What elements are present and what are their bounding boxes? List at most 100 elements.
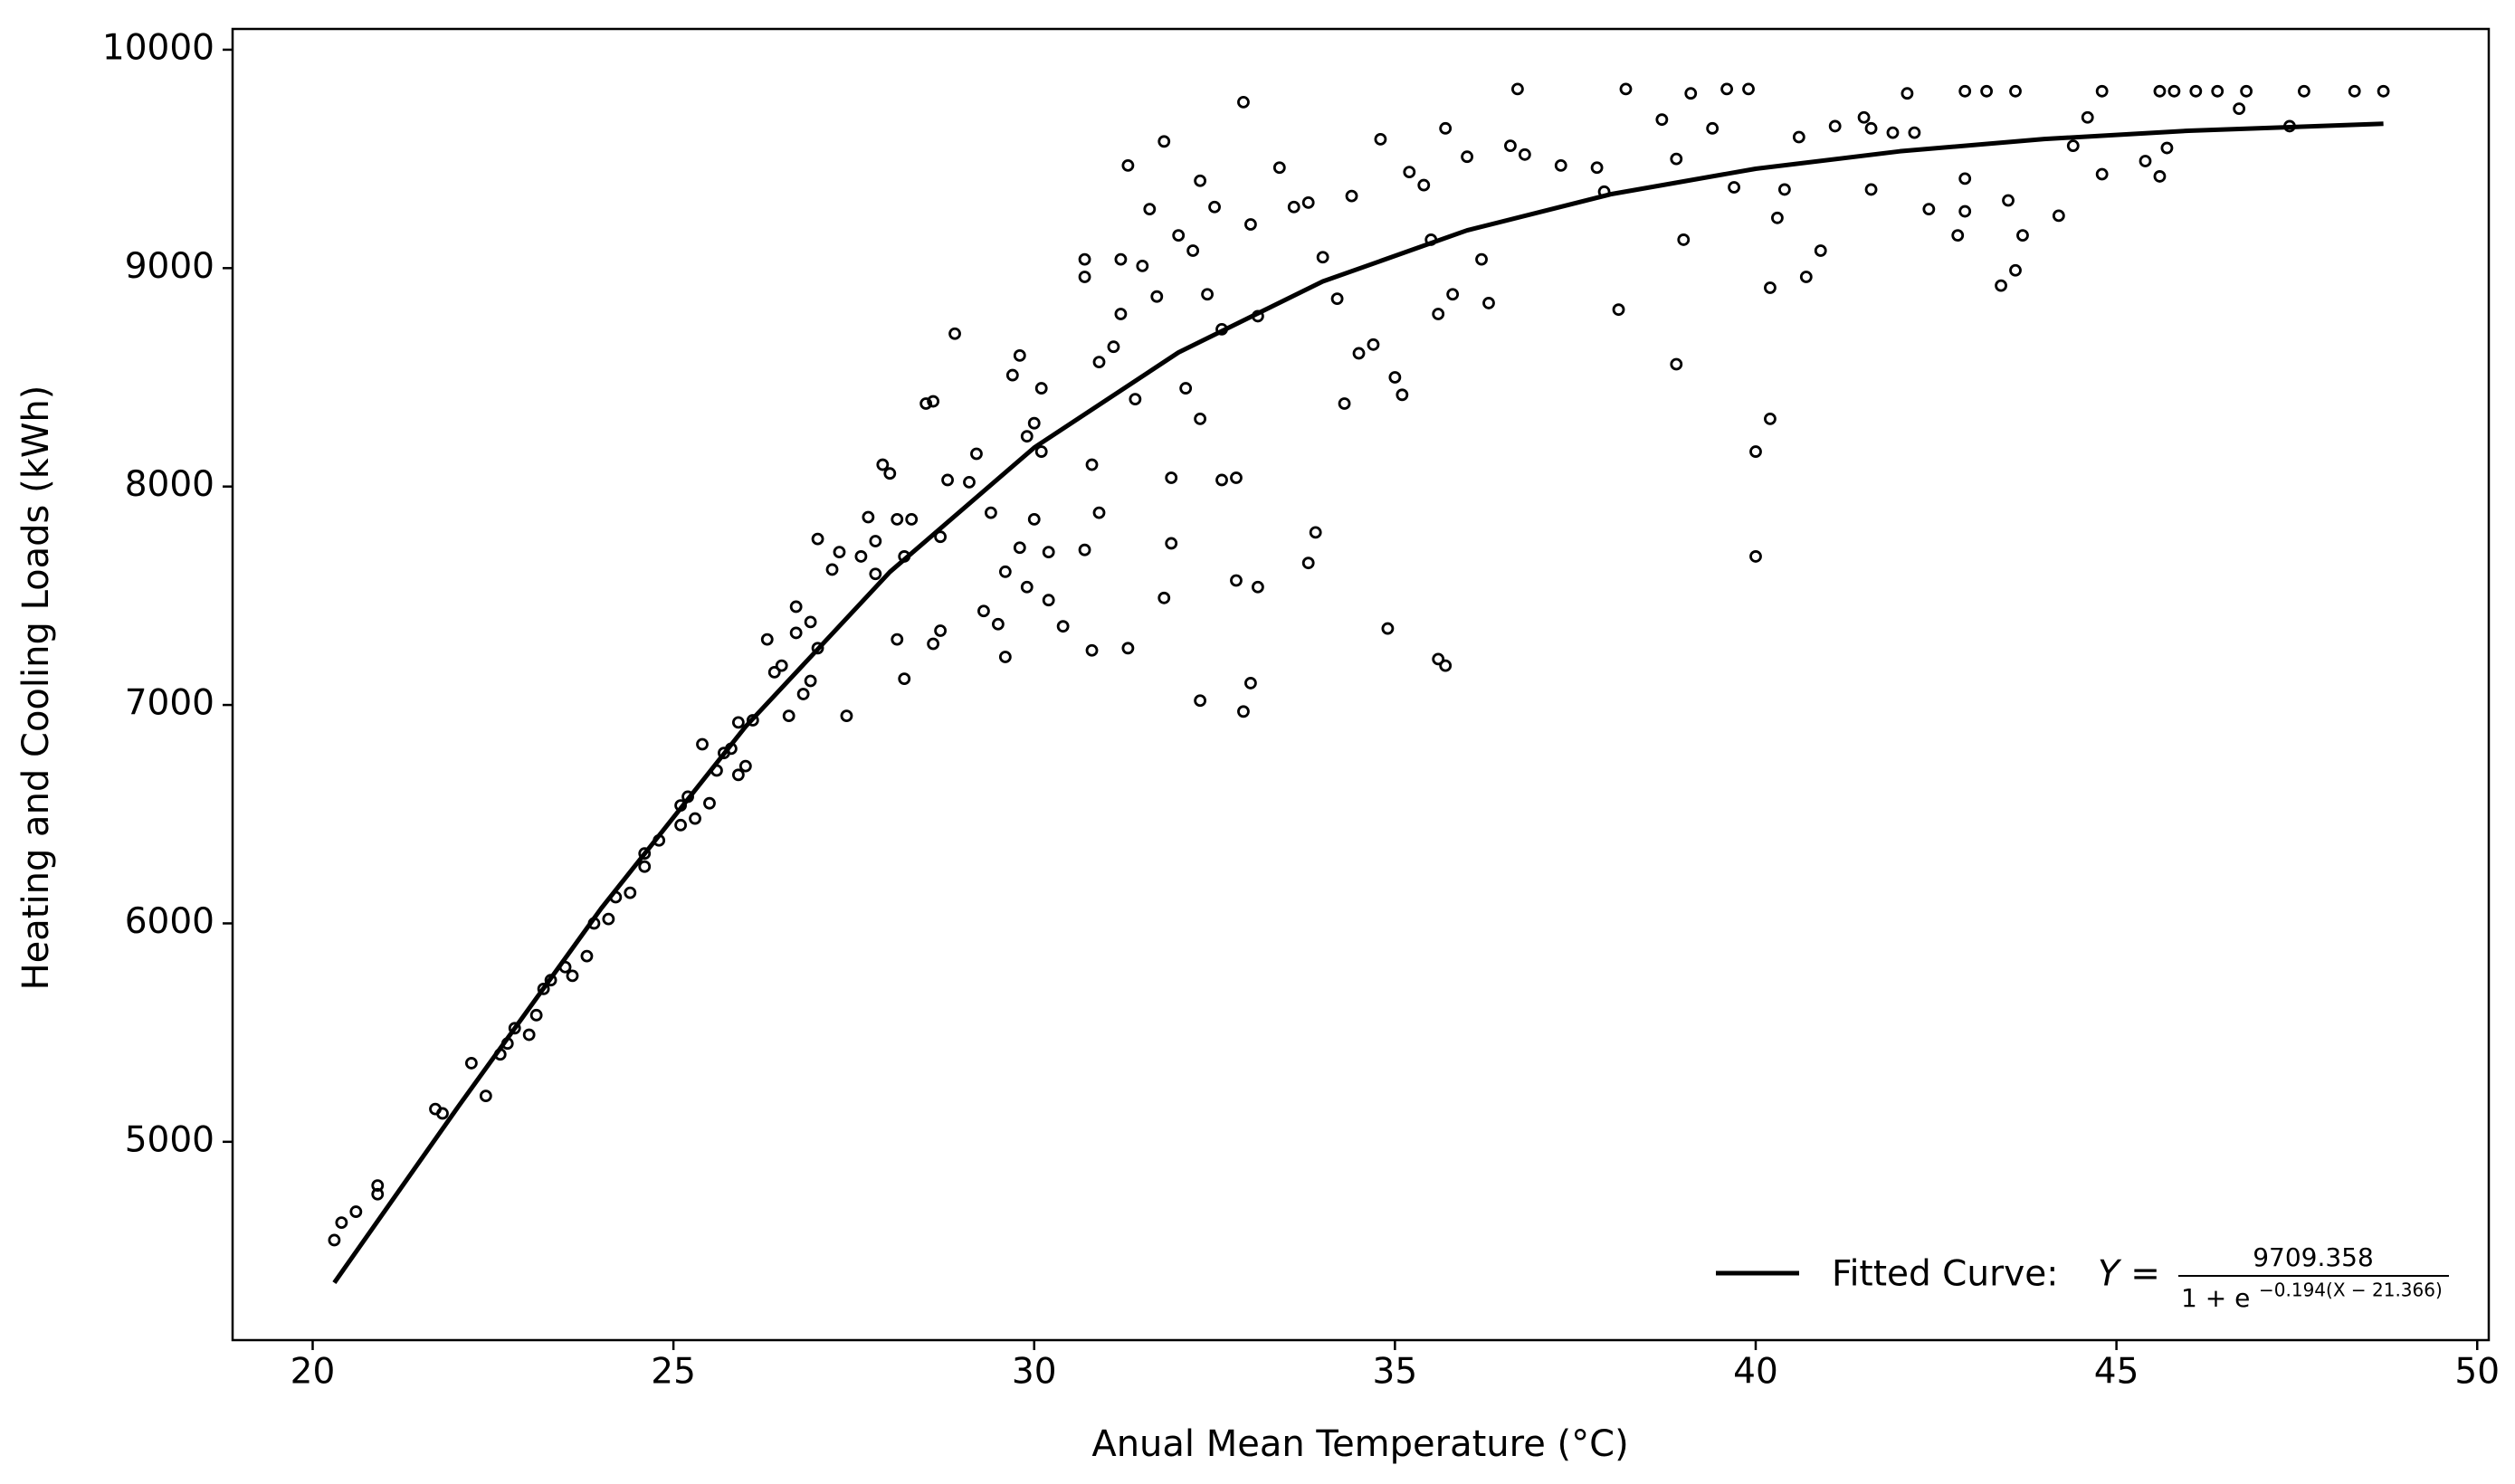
scatter-point [1301,556,1315,570]
scatter-point [529,1008,543,1022]
scatter-point [1857,110,1871,124]
scatter-point [1901,87,1914,100]
scatter-point [970,447,983,461]
scatter-point [2240,84,2253,98]
scatter-point [977,604,990,618]
scatter-point [738,759,752,773]
scatter-point [919,397,933,410]
y-tick-label: 9000 [125,246,214,287]
scatter-point [1092,356,1106,369]
scatter-point [1121,642,1135,655]
scatter-point [1165,537,1178,550]
x-tick-label: 50 [2454,1352,2500,1393]
scatter-point [804,615,817,629]
y-tick-label: 8000 [125,464,214,505]
scatter-point [1034,382,1048,395]
scatter-point [2153,84,2167,98]
scatter-point [1619,82,1633,96]
scatter-point [1951,229,1965,243]
scatter-point [1958,205,1972,218]
scatter-point [998,565,1012,578]
scatter-point [1396,388,1409,402]
scatter-point [1554,158,1567,172]
scatter-point [1482,297,1495,309]
scatter-point [1316,251,1329,264]
scatter-point [1208,200,1221,214]
scatter-point [1085,458,1099,471]
legend-formula-lhs: Y = [2098,1254,2160,1295]
scatter-point [1958,172,1972,186]
scatter-point [1020,580,1034,594]
scatter-point [1432,308,1445,320]
x-tick-label: 45 [2094,1352,2139,1393]
scatter-point [985,506,997,519]
scatter-point [624,886,637,899]
scatter-point [2189,84,2203,98]
scatter-point [508,1022,521,1035]
scatter-point [1511,82,1524,96]
scatter-point [731,768,745,782]
scatter-point [833,546,846,559]
scatter-point [479,1089,492,1103]
scatter-point [840,709,853,723]
scatter-point [2009,84,2022,98]
scatter-point [760,633,774,646]
scatter-point [1172,229,1186,243]
scatter-point [537,982,550,995]
scatter-point [1186,244,1200,257]
scatter-point [2016,229,2029,243]
scatter-point [1272,161,1286,175]
scatter-point [941,473,954,487]
scatter-point [1352,347,1366,360]
scatter-point [1749,445,1762,458]
scatter-point [1446,288,1460,301]
scatter-point [674,818,687,832]
y-axis-label: Heating and Cooling Loads (kWh) [15,385,57,991]
scatter-point [1020,430,1034,443]
scatter-point [2139,155,2152,167]
scatter-point [1121,158,1135,172]
scatter-point [731,716,745,729]
x-axis-label: Anual Mean Temperature (°C) [1091,1423,1628,1465]
scatter-point [1013,348,1026,362]
scatter-point [898,672,911,686]
scatter-point [2233,102,2246,116]
scatter-point [905,512,919,526]
scatter-point [1194,412,1207,425]
scatter-point [934,530,948,544]
scatter-point [1005,368,1019,382]
scatter-point [1612,303,1625,317]
scatter-point [1381,622,1395,635]
scatter-point [602,912,615,926]
scatter-point [825,563,839,576]
scatter-point [1027,416,1041,430]
scatter-point [1518,147,1531,161]
scatter-point [2095,84,2109,98]
scatter-point [1034,445,1048,458]
scatter-point [927,395,940,408]
y-tick-label: 5000 [125,1119,214,1160]
scatter-point [782,709,795,723]
legend-label: Fitted Curve: [1832,1254,2058,1295]
legend-formula-exponent: −0.194(X − 21.366) [2259,1279,2443,1301]
scatter-point [1777,183,1791,196]
scatter-point [1237,705,1250,718]
scatter-point [2167,84,2181,98]
scatter-point [862,510,875,524]
legend-formula-denominator: 1 + e [2181,1283,2250,1313]
scatter-point [1995,279,2007,292]
scatter-point [1042,594,1055,607]
y-tick-label: 6000 [125,901,214,942]
x-tick-label: 30 [1012,1352,1057,1393]
scatter-point [638,860,652,873]
scatter-point [1056,620,1070,633]
scatter-point [811,642,824,655]
scatter-point [1684,87,1698,100]
scatter-point [2348,84,2361,98]
scatter-point [1590,161,1604,175]
scatter-point [371,1179,385,1193]
scatter-point [1706,121,1720,135]
scatter-point [2095,167,2109,181]
scatter-point [1237,95,1250,109]
